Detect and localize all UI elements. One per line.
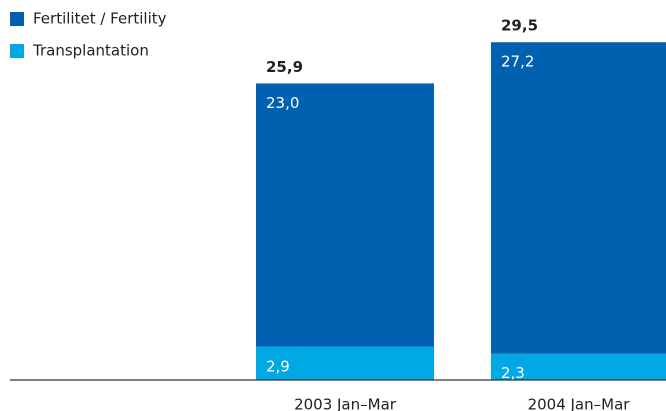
value-label: 2,9 xyxy=(266,357,290,375)
total-label: 25,9 xyxy=(266,58,303,76)
x-tick-label: 2003 Jan–Mar xyxy=(294,396,397,411)
bar-segment xyxy=(256,83,434,347)
x-tick-label: 2004 Jan–Mar xyxy=(528,396,631,411)
value-label: 27,2 xyxy=(501,53,534,71)
bar-segment xyxy=(256,346,434,380)
legend-swatch xyxy=(10,12,24,26)
legend-label: Fertilitet / Fertility xyxy=(33,10,167,28)
legend-swatch xyxy=(10,44,24,58)
value-label: 2,3 xyxy=(501,364,525,382)
total-label: 29,5 xyxy=(501,17,538,35)
bar-segment xyxy=(491,353,666,380)
value-label: 23,0 xyxy=(266,94,299,112)
legend-label: Transplantation xyxy=(32,42,149,60)
bar-segment xyxy=(491,42,666,354)
